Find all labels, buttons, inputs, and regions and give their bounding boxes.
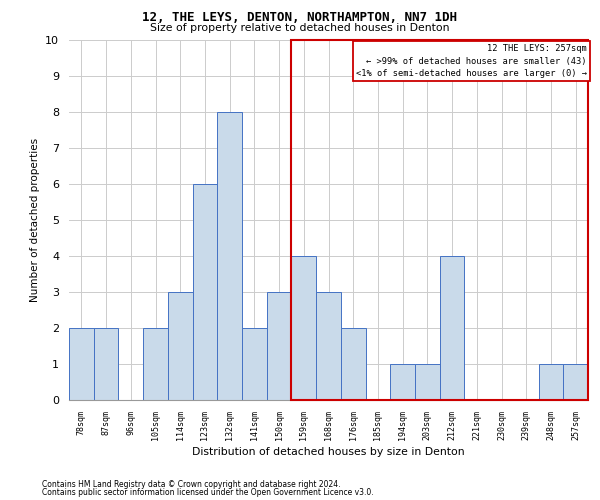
Bar bbox=[267, 292, 292, 400]
Bar bbox=[440, 256, 464, 400]
Y-axis label: Number of detached properties: Number of detached properties bbox=[30, 138, 40, 302]
X-axis label: Distribution of detached houses by size in Denton: Distribution of detached houses by size … bbox=[192, 446, 465, 456]
Bar bbox=[539, 364, 563, 400]
Bar bbox=[217, 112, 242, 400]
Bar bbox=[69, 328, 94, 400]
Text: Contains public sector information licensed under the Open Government Licence v3: Contains public sector information licen… bbox=[42, 488, 374, 497]
Bar bbox=[193, 184, 217, 400]
Text: Size of property relative to detached houses in Denton: Size of property relative to detached ho… bbox=[150, 23, 450, 33]
Bar bbox=[292, 40, 588, 400]
Bar bbox=[94, 328, 118, 400]
Text: 12, THE LEYS, DENTON, NORTHAMPTON, NN7 1DH: 12, THE LEYS, DENTON, NORTHAMPTON, NN7 1… bbox=[143, 11, 458, 24]
Bar bbox=[242, 328, 267, 400]
Bar bbox=[341, 328, 365, 400]
Bar bbox=[143, 328, 168, 400]
Bar bbox=[292, 256, 316, 400]
Bar bbox=[415, 364, 440, 400]
Text: Contains HM Land Registry data © Crown copyright and database right 2024.: Contains HM Land Registry data © Crown c… bbox=[42, 480, 341, 489]
Bar bbox=[390, 364, 415, 400]
Bar bbox=[563, 364, 588, 400]
Text: 12 THE LEYS: 257sqm
← >99% of detached houses are smaller (43)
<1% of semi-detac: 12 THE LEYS: 257sqm ← >99% of detached h… bbox=[356, 44, 587, 78]
Bar bbox=[168, 292, 193, 400]
Bar bbox=[316, 292, 341, 400]
